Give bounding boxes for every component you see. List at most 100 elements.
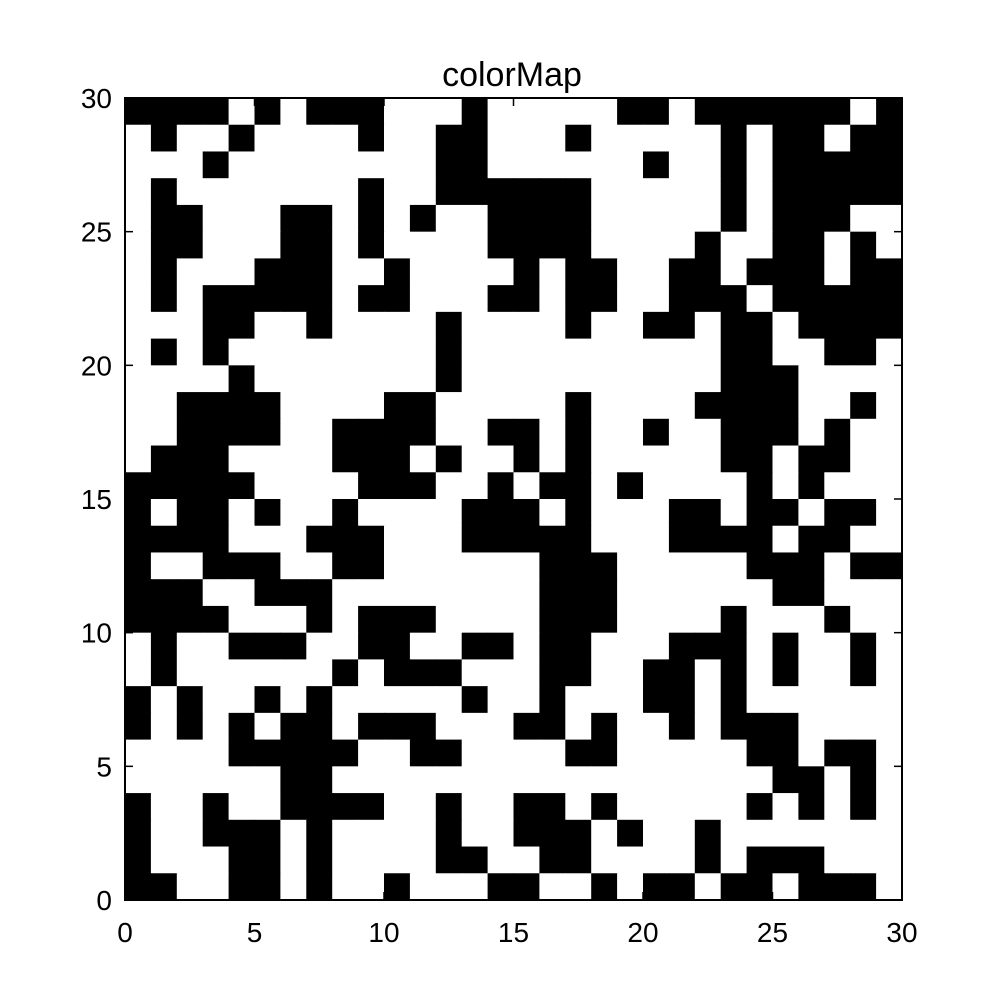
- heatmap-cell: [306, 151, 333, 179]
- heatmap-cell: [332, 178, 359, 206]
- heatmap-cell: [150, 793, 178, 821]
- heatmap-cell: [176, 846, 204, 874]
- heatmap-cell: [513, 525, 540, 554]
- heatmap-cell: [591, 766, 618, 794]
- heatmap-cell: [487, 472, 515, 500]
- heatmap-cell: [617, 365, 644, 393]
- heatmap-cell: [850, 124, 877, 153]
- heatmap-cell: [254, 392, 281, 420]
- heatmap-cell: [876, 285, 903, 313]
- heatmap-cell: [798, 873, 825, 901]
- heatmap-cell: [487, 712, 515, 741]
- heatmap-cell: [798, 632, 825, 660]
- heatmap-cell: [617, 392, 644, 420]
- heatmap-cell: [772, 258, 799, 286]
- heatmap-cell: [228, 204, 256, 233]
- heatmap-cell: [384, 472, 411, 500]
- heatmap-cell: [668, 525, 696, 554]
- heatmap-cell: [668, 365, 696, 393]
- heatmap-cell: [461, 204, 489, 233]
- heatmap-cell: [565, 499, 592, 527]
- heatmap-cell: [435, 846, 463, 874]
- heatmap-cell: [565, 418, 592, 447]
- heatmap-cell: [513, 178, 540, 206]
- heatmap-cell: [461, 365, 489, 393]
- heatmap-cell: [358, 472, 385, 500]
- heatmap-cell: [332, 231, 359, 259]
- heatmap-cell: [850, 151, 877, 179]
- heatmap-cell: [798, 819, 825, 848]
- x-tick-label: 15: [498, 917, 529, 948]
- heatmap-cell: [798, 285, 825, 313]
- heatmap-cell: [254, 445, 281, 473]
- heatmap-cell: [617, 204, 644, 233]
- heatmap-cell: [125, 392, 152, 420]
- heatmap-cell: [125, 739, 152, 767]
- heatmap-cell: [125, 204, 152, 233]
- heatmap-cell: [176, 525, 204, 554]
- heatmap-cell: [772, 311, 799, 340]
- heatmap-cell: [850, 204, 877, 233]
- heatmap-cell: [461, 793, 489, 821]
- heatmap-cell: [280, 579, 307, 607]
- heatmap-cell: [876, 846, 903, 874]
- heatmap-cell: [746, 418, 774, 447]
- heatmap-cell: [384, 632, 411, 660]
- heatmap-cell: [254, 231, 281, 259]
- heatmap-cell: [668, 311, 696, 340]
- heatmap-cell: [746, 605, 774, 634]
- heatmap-cell: [487, 445, 515, 473]
- heatmap-cell: [125, 766, 152, 794]
- heatmap-cell: [565, 605, 592, 634]
- heatmap-cell: [176, 392, 204, 420]
- heatmap-cell: [358, 98, 385, 126]
- heatmap-cell: [306, 605, 333, 634]
- heatmap-cell: [280, 793, 307, 821]
- heatmap-cell: [746, 579, 774, 607]
- heatmap-cell: [409, 873, 437, 901]
- heatmap-cell: [176, 285, 204, 313]
- heatmap-cell: [202, 285, 230, 313]
- heatmap-cell: [461, 311, 489, 340]
- heatmap-cell: [876, 659, 903, 687]
- heatmap-cell: [487, 418, 515, 447]
- heatmap-cell: [720, 98, 748, 126]
- heatmap-cell: [228, 525, 256, 554]
- heatmap-cell: [358, 311, 385, 340]
- heatmap-cell: [202, 151, 230, 179]
- heatmap-cell: [125, 258, 152, 286]
- heatmap-cell: [565, 285, 592, 313]
- heatmap-cell: [876, 418, 903, 447]
- heatmap-cell: [228, 231, 256, 259]
- heatmap-cell: [125, 418, 152, 447]
- heatmap-cell: [384, 365, 411, 393]
- heatmap-cell: [591, 338, 618, 366]
- x-tick-label: 0: [117, 917, 133, 948]
- heatmap-cell: [643, 552, 670, 580]
- heatmap-cell: [720, 632, 748, 660]
- heatmap-cell: [617, 231, 644, 259]
- heatmap-cell: [643, 766, 670, 794]
- heatmap-cell: [150, 311, 178, 340]
- heatmap-cell: [150, 873, 178, 901]
- heatmap-cell: [306, 873, 333, 901]
- heatmap-cell: [539, 686, 566, 714]
- heatmap-cell: [694, 846, 722, 874]
- heatmap-cell: [435, 819, 463, 848]
- heatmap-cell: [746, 499, 774, 527]
- heatmap-cell: [772, 686, 799, 714]
- heatmap-cell: [617, 98, 644, 126]
- heatmap-cell: [876, 445, 903, 473]
- heatmap-cell: [643, 739, 670, 767]
- heatmap-cell: [643, 686, 670, 714]
- heatmap-cell: [228, 178, 256, 206]
- heatmap-cell: [824, 124, 851, 153]
- heatmap-cell: [461, 579, 489, 607]
- heatmap-cell: [668, 124, 696, 153]
- heatmap-cell: [617, 659, 644, 687]
- heatmap-cell: [591, 178, 618, 206]
- heatmap-cell: [487, 124, 515, 153]
- y-tick-label: 20: [81, 350, 112, 381]
- heatmap-cell: [150, 231, 178, 259]
- heatmap-cell: [876, 338, 903, 366]
